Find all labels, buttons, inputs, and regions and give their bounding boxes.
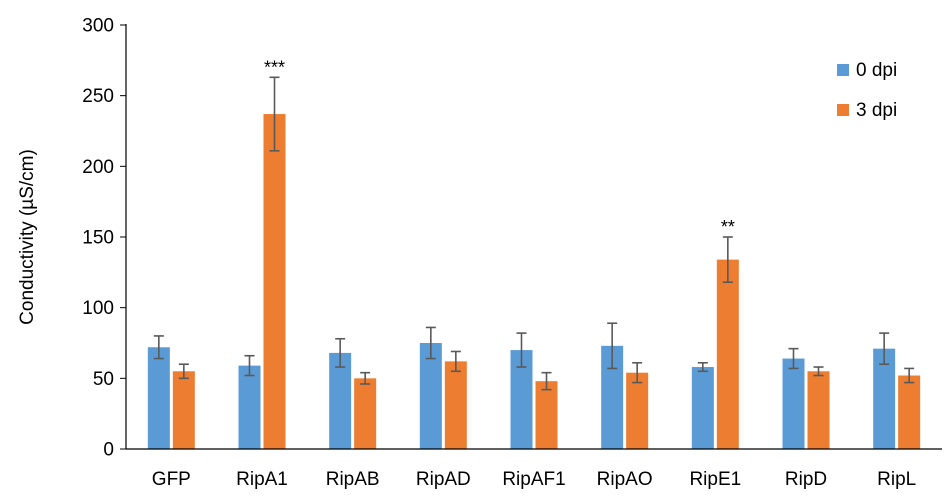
y-tick-label: 200 [82,157,114,178]
bar-ripa1-0-dpi [238,365,261,449]
y-tick-label: 50 [93,369,114,390]
error-bars-group [153,76,915,391]
legend-swatch-0-dpi [837,64,849,76]
y-axis-title-group: Conductivity (µS/cm) [17,149,38,325]
bar-ripd-3-dpi [807,371,830,449]
bar-ripao-3-dpi [626,372,649,449]
x-tick-label: RipE1 [689,469,741,490]
x-tick-label: RipA1 [236,469,288,490]
x-axis-ticks: GFP RipA1 RipAB RipAD RipAF1 RipAO RipE1 RipD Ri… [152,469,916,490]
legend-swatch-3-dpi [837,104,849,116]
bar-ripl-3-dpi [898,375,921,449]
y-tick-label: 100 [82,298,114,319]
x-tick-label: RipAF1 [502,469,565,490]
x-tick-label: RipL [877,469,916,490]
y-axis-ticks: 0 50 100 150 200 250 300 [82,16,126,461]
bars-group [147,114,921,449]
y-axis-title: Conductivity (µS/cm) [17,149,38,325]
bar-ripab-3-dpi [354,378,377,449]
x-tick-label: RipAO [597,469,653,490]
legend-label-3-dpi: 3 dpi [856,100,897,121]
significance-label: *** [264,57,285,77]
bar-ripaf1-3-dpi [535,381,558,449]
bar-gfp-3-dpi [172,371,195,449]
bar-gfp-0-dpi [147,347,170,449]
bar-ripl-0-dpi [873,348,896,449]
significance-label: ** [721,217,735,237]
x-tick-label: GFP [152,469,191,490]
y-tick-label: 250 [82,86,114,107]
bar-ripaf1-0-dpi [510,350,533,449]
significance-group: ***** [264,57,735,237]
bar-ripao-0-dpi [601,345,624,449]
axes-group [125,24,942,450]
bar-ripad-3-dpi [444,361,467,449]
legend-label-0-dpi: 0 dpi [856,60,897,81]
x-tick-label: RipAD [416,469,471,490]
bar-ripad-0-dpi [419,343,442,449]
y-tick-label: 0 [103,440,114,461]
x-tick-label: RipAB [326,469,380,490]
bar-ripe1-3-dpi [716,259,739,449]
legend: 0 dpi 3 dpi [837,60,897,121]
bar-ripd-0-dpi [782,358,805,449]
y-tick-label: 150 [82,228,114,249]
x-tick-label: RipD [785,469,827,490]
bar-ripab-0-dpi [329,352,352,449]
bar-ripe1-0-dpi [691,367,714,449]
y-tick-label: 300 [82,16,114,37]
bar-ripa1-3-dpi [263,114,286,449]
